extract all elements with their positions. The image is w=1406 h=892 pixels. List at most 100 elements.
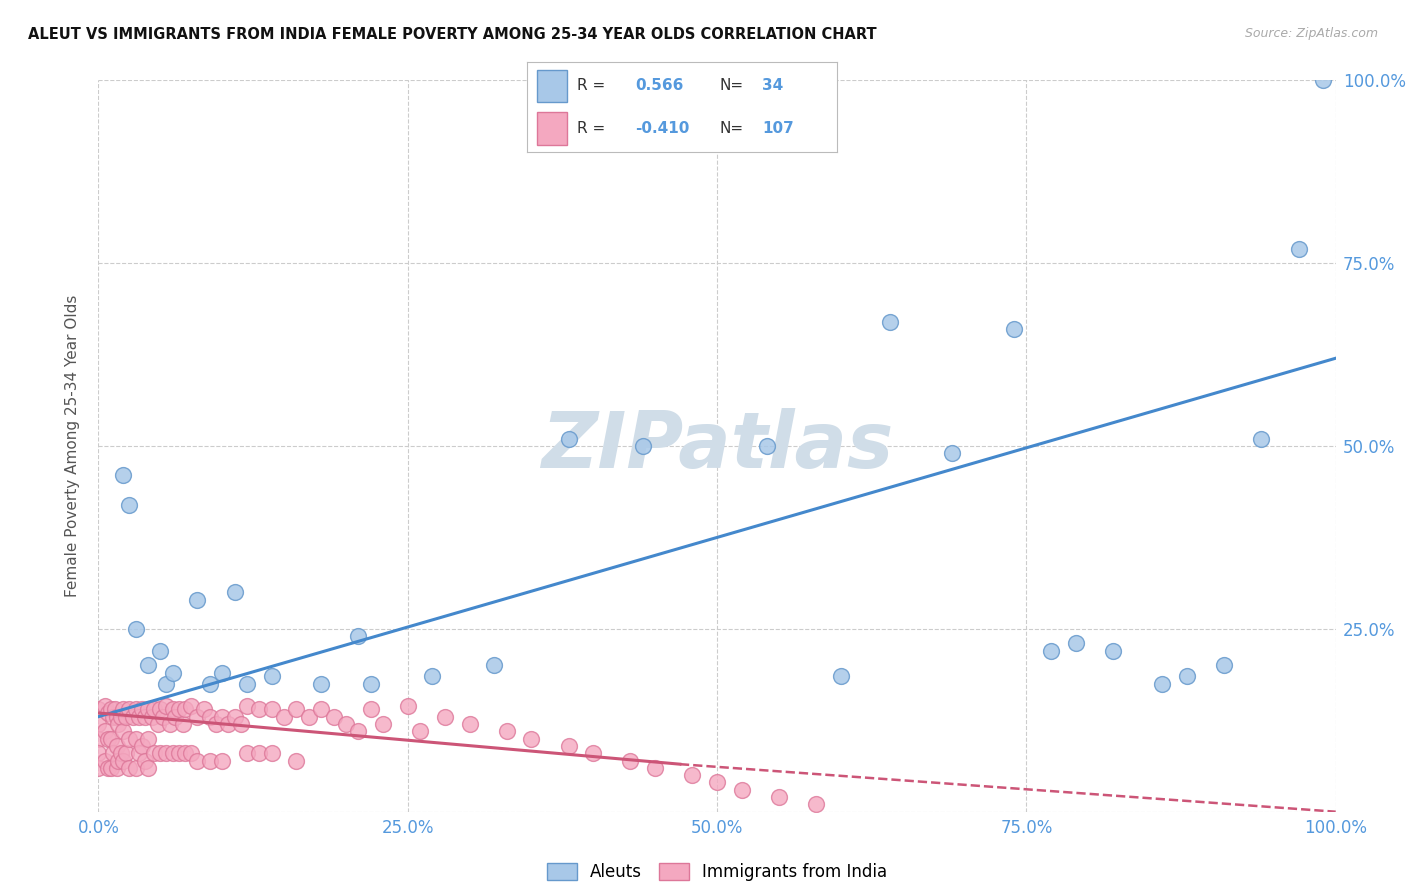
Point (1250, 432, 1272, 446)
Point (198, 676, 221, 690)
Point (830, 669, 852, 683)
Point (174, 702, 197, 716)
Point (141, 709, 163, 723)
Point (149, 644, 172, 658)
Point (347, 629, 370, 643)
Point (134, 709, 156, 723)
Point (112, 468, 135, 483)
Point (100, 761, 122, 775)
Point (131, 739, 153, 753)
Point (631, 439, 654, 453)
Point (122, 709, 145, 723)
Point (422, 669, 444, 683)
Point (149, 746, 172, 760)
Point (174, 746, 197, 760)
Point (114, 709, 136, 723)
Point (211, 754, 233, 768)
Point (110, 746, 132, 760)
Text: Source: ZipAtlas.com: Source: ZipAtlas.com (1244, 27, 1378, 40)
Point (87, 761, 110, 775)
Text: N=: N= (718, 121, 744, 136)
Point (236, 698, 259, 713)
Point (433, 709, 456, 723)
Point (458, 717, 481, 731)
Point (484, 658, 506, 673)
Point (146, 717, 169, 731)
Point (260, 669, 283, 683)
Point (167, 702, 190, 716)
Point (644, 761, 666, 775)
Point (198, 754, 221, 768)
Point (335, 717, 357, 731)
Point (180, 698, 202, 713)
Point (309, 676, 332, 690)
Point (309, 702, 332, 716)
Text: 34: 34 (762, 78, 783, 93)
Point (360, 702, 382, 716)
Point (97, 706, 120, 720)
Point (97, 761, 120, 775)
Point (107, 754, 129, 768)
Point (347, 724, 370, 739)
Point (105, 739, 128, 753)
Point (409, 724, 432, 739)
Point (162, 665, 184, 680)
Point (260, 702, 283, 716)
Point (93, 724, 115, 739)
Point (1213, 658, 1236, 673)
Point (557, 432, 579, 446)
Point (193, 702, 215, 716)
Point (371, 717, 394, 731)
Point (582, 746, 605, 760)
Point (198, 709, 221, 723)
Point (1152, 676, 1174, 690)
Point (731, 782, 754, 797)
Legend: Aleuts, Immigrants from India: Aleuts, Immigrants from India (540, 856, 894, 888)
Point (105, 761, 128, 775)
Bar (537, 112, 568, 145)
Point (136, 731, 159, 746)
Point (1102, 644, 1125, 658)
Point (103, 702, 125, 716)
Point (260, 746, 283, 760)
Point (186, 754, 208, 768)
Point (224, 709, 246, 723)
Point (105, 709, 128, 723)
Point (93, 698, 115, 713)
Point (136, 658, 159, 673)
Point (152, 709, 174, 723)
Point (124, 622, 146, 636)
Point (229, 717, 252, 731)
Text: ZIPatlas: ZIPatlas (541, 408, 893, 484)
Point (211, 665, 233, 680)
Text: -0.410: -0.410 (636, 121, 690, 136)
Point (112, 754, 135, 768)
Point (1175, 669, 1198, 683)
Point (236, 746, 259, 760)
Point (87, 702, 110, 716)
Point (107, 717, 129, 731)
Point (114, 746, 136, 760)
Point (134, 754, 156, 768)
Point (804, 797, 827, 812)
Point (167, 746, 190, 760)
Point (155, 698, 177, 713)
Y-axis label: Female Poverty Among 25-34 Year Olds: Female Poverty Among 25-34 Year Olds (65, 295, 80, 597)
Point (217, 717, 239, 731)
Point (118, 731, 141, 746)
Point (87, 746, 110, 760)
Point (247, 702, 270, 716)
Point (112, 724, 135, 739)
Point (557, 739, 579, 753)
Point (1040, 644, 1063, 658)
Point (159, 717, 181, 731)
Point (87, 731, 110, 746)
Point (768, 790, 790, 805)
Point (520, 731, 543, 746)
Point (149, 702, 172, 716)
Point (124, 761, 146, 775)
Point (1064, 636, 1087, 650)
Point (100, 731, 122, 746)
Point (143, 702, 166, 716)
Point (755, 439, 778, 453)
